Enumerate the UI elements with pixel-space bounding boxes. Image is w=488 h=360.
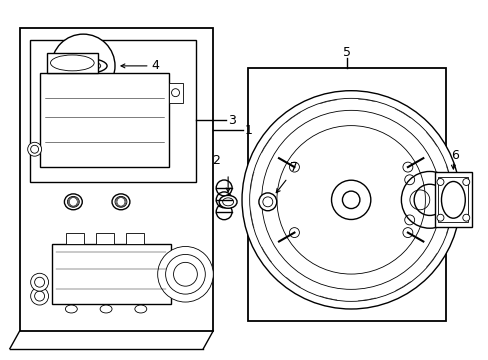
Ellipse shape — [222, 198, 233, 206]
Circle shape — [35, 291, 44, 301]
Bar — [434, 172, 471, 227]
Circle shape — [436, 179, 443, 185]
Ellipse shape — [100, 305, 112, 313]
Ellipse shape — [112, 194, 130, 210]
Circle shape — [436, 214, 443, 221]
Circle shape — [165, 255, 205, 294]
Circle shape — [263, 197, 272, 207]
Text: 5: 5 — [343, 46, 350, 59]
Ellipse shape — [66, 60, 101, 71]
Text: 4: 4 — [151, 59, 159, 72]
Bar — [126, 233, 143, 244]
Circle shape — [51, 34, 115, 98]
Ellipse shape — [65, 305, 77, 313]
Circle shape — [249, 98, 452, 301]
Text: 6: 6 — [450, 149, 458, 162]
Ellipse shape — [135, 305, 146, 313]
Circle shape — [31, 287, 48, 305]
Bar — [51, 244, 170, 304]
Ellipse shape — [64, 194, 82, 210]
Bar — [20, 28, 213, 331]
Bar — [46, 53, 98, 73]
Circle shape — [171, 89, 179, 96]
Bar — [66, 233, 84, 244]
Bar — [247, 68, 446, 321]
Ellipse shape — [31, 145, 39, 153]
Bar — [96, 233, 114, 244]
Bar — [168, 83, 183, 103]
Ellipse shape — [116, 197, 126, 207]
Ellipse shape — [60, 58, 107, 74]
Bar — [61, 94, 105, 112]
Text: 3: 3 — [228, 114, 236, 127]
Text: 7: 7 — [289, 161, 297, 174]
Bar — [40, 73, 168, 167]
Circle shape — [242, 91, 459, 309]
Text: 2: 2 — [212, 154, 220, 167]
Circle shape — [35, 277, 44, 287]
Circle shape — [261, 111, 440, 289]
Ellipse shape — [67, 196, 79, 207]
Circle shape — [258, 193, 276, 211]
Bar — [438, 177, 468, 222]
Ellipse shape — [115, 196, 127, 207]
Ellipse shape — [28, 142, 41, 156]
Circle shape — [462, 179, 469, 185]
Bar — [30, 40, 196, 182]
Circle shape — [276, 126, 425, 274]
Ellipse shape — [50, 55, 94, 71]
Ellipse shape — [69, 198, 77, 206]
Circle shape — [173, 262, 197, 286]
Circle shape — [462, 214, 469, 221]
Circle shape — [157, 247, 213, 302]
Ellipse shape — [219, 195, 237, 208]
Ellipse shape — [117, 198, 124, 206]
Text: 1: 1 — [244, 124, 252, 137]
Ellipse shape — [68, 197, 78, 207]
Ellipse shape — [441, 181, 464, 218]
Circle shape — [31, 273, 48, 291]
